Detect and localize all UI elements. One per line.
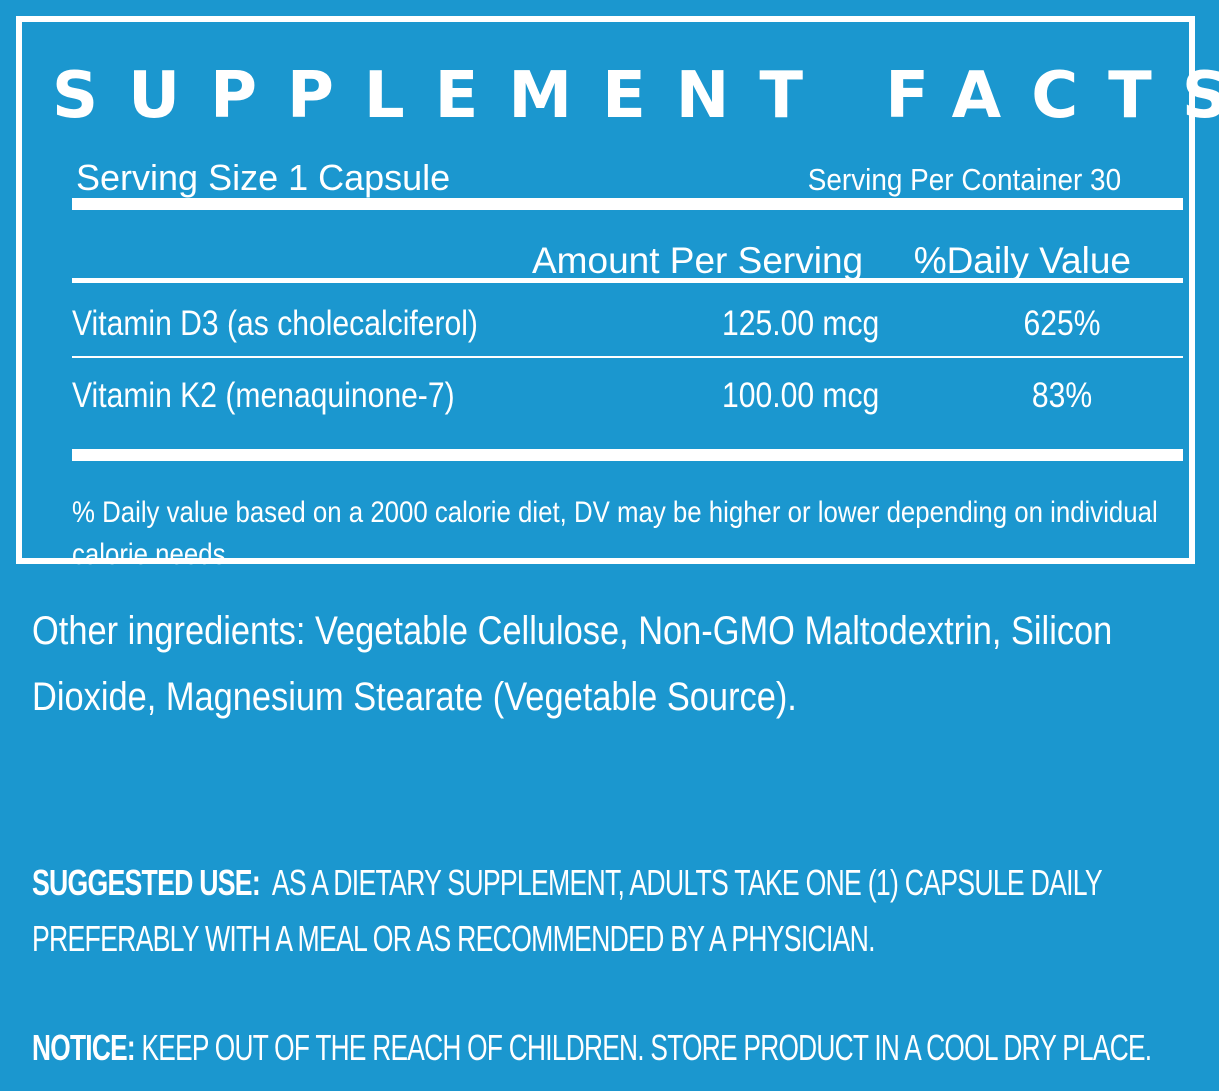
nutrient-daily-value: 625% (1023, 304, 1101, 343)
supplement-facts-panel: SUPPLEMENT FACTS Serving Size 1 Capsule … (16, 16, 1219, 571)
notice-text: KEEP OUT OF THE REACH OF CHILDREN. STORE… (141, 1027, 1153, 1068)
divider-row (72, 356, 1183, 358)
suggested-use-text: AS A DIETARY SUPPLEMENT, ADULTS TAKE ONE… (32, 862, 1102, 959)
notice-label: NOTICE: (32, 1027, 136, 1068)
facts-title: SUPPLEMENT FACTS (52, 59, 1219, 133)
divider-header (72, 278, 1183, 283)
nutrient-daily-value: 83% (1031, 376, 1093, 415)
nutrient-amount: 100.00 mcg (722, 376, 880, 415)
nutrient-amount: 125.00 mcg (722, 304, 880, 343)
divider-thick-bottom (72, 449, 1183, 461)
amount-per-serving-header: Amount Per Serving (532, 240, 864, 281)
other-ingredients: Other ingredients: Vegetable Cellulose, … (32, 609, 1113, 719)
notice: NOTICE: KEEP OUT OF THE REACH OF CHILDRE… (32, 1024, 1200, 1072)
suggested-use: SUGGESTED USE: AS A DIETARY SUPPLEMENT, … (32, 855, 1142, 967)
servings-per-container: Serving Per Container 30 (807, 162, 1121, 197)
daily-value-footnote: % Daily value based on a 2000 calorie di… (72, 496, 1158, 571)
divider-thick-top (72, 198, 1183, 210)
nutrient-name: Vitamin D3 (as cholecalciferol) (72, 304, 478, 343)
daily-value-header: %Daily Value (913, 240, 1131, 281)
suggested-use-label: SUGGESTED USE: (32, 862, 261, 903)
serving-size: Serving Size 1 Capsule (76, 157, 451, 198)
nutrient-name: Vitamin K2 (menaquinone-7) (72, 376, 455, 415)
